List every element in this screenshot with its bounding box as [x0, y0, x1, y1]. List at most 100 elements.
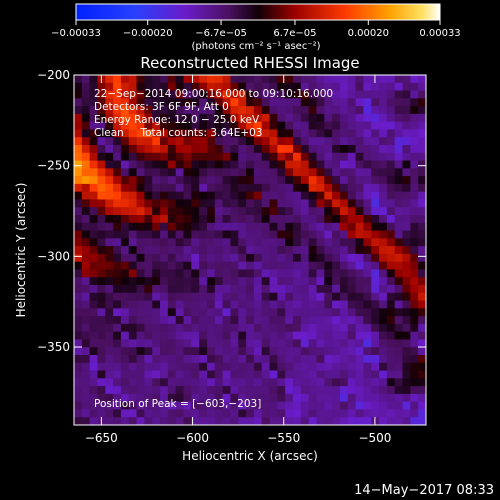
heatmap-cell: [136, 285, 145, 294]
heatmap-cell: [113, 183, 122, 192]
heatmap-cell: [371, 238, 380, 247]
heatmap-cell: [222, 285, 231, 294]
heatmap-cell: [222, 106, 231, 115]
heatmap-cell: [183, 339, 192, 348]
heatmap-cell: [402, 215, 411, 224]
heatmap-cell: [316, 316, 325, 325]
heatmap-cell: [175, 277, 184, 286]
heatmap-cell: [97, 331, 106, 340]
heatmap-cell: [339, 215, 349, 224]
heatmap-cell: [97, 316, 106, 325]
heatmap-cell: [89, 285, 98, 294]
heatmap-cell: [371, 168, 380, 177]
heatmap-cell: [269, 409, 278, 418]
heatmap-cell: [113, 300, 122, 309]
heatmap-cell: [81, 300, 90, 309]
heatmap-cell: [214, 90, 223, 99]
heatmap-cell: [394, 378, 403, 387]
heatmap-cell: [152, 362, 161, 371]
heatmap-cell: [74, 191, 83, 200]
heatmap-cell: [238, 137, 247, 146]
heatmap-cell: [191, 230, 200, 239]
heatmap-cell: [144, 417, 153, 425]
heatmap-cell: [105, 129, 114, 138]
heatmap-cell: [371, 362, 380, 371]
heatmap-cell: [277, 82, 286, 91]
heatmap-cell: [308, 207, 317, 216]
colorbar: [75, 3, 441, 21]
heatmap-cell: [191, 277, 200, 286]
heatmap-cell: [230, 222, 239, 231]
heatmap-cell: [316, 253, 325, 262]
heatmap-cell: [339, 292, 349, 301]
heatmap-cell: [324, 316, 333, 325]
heatmap-cell: [191, 246, 200, 255]
heatmap-cell: [347, 238, 356, 247]
heatmap-cell: [277, 145, 286, 154]
heatmap-cell: [238, 362, 247, 371]
heatmap-cell: [269, 222, 278, 231]
heatmap-cell: [206, 393, 216, 402]
heatmap-cell: [410, 215, 419, 224]
heatmap-cell: [246, 409, 255, 418]
heatmap-cell: [144, 160, 153, 169]
heatmap-cell: [285, 401, 294, 410]
heatmap-cell: [277, 277, 286, 286]
heatmap-cell: [206, 168, 216, 177]
heatmap-cell: [418, 292, 426, 301]
heatmap-cell: [379, 362, 388, 371]
heatmap-cell: [363, 246, 372, 255]
heatmap-cell: [300, 113, 309, 122]
heatmap-cell: [253, 401, 263, 410]
heatmap-cell: [128, 238, 137, 247]
heatmap-cell: [167, 82, 176, 91]
heatmap-cell: [238, 176, 247, 185]
heatmap-cell: [355, 269, 364, 278]
heatmap-cell: [144, 285, 153, 294]
heatmap-cell: [175, 145, 184, 154]
heatmap-cell: [128, 168, 137, 177]
heatmap-cell: [285, 145, 294, 154]
heatmap-cell: [339, 106, 349, 115]
heatmap-cell: [386, 168, 396, 177]
heatmap-cell: [222, 323, 231, 332]
heatmap-cell: [371, 183, 380, 192]
heatmap-cell: [379, 176, 388, 185]
heatmap-cell: [167, 308, 176, 317]
heatmap-cell: [402, 331, 411, 340]
heatmap-cell: [332, 98, 341, 107]
heatmap-cell: [253, 75, 263, 84]
heatmap-cell: [316, 82, 325, 91]
heatmap-cell: [89, 145, 98, 154]
heatmap-cell: [246, 137, 255, 146]
heatmap-cell: [339, 409, 349, 418]
heatmap-cell: [160, 222, 169, 231]
heatmap-cell: [246, 253, 255, 262]
heatmap-cell: [246, 355, 255, 364]
heatmap-cell: [316, 121, 325, 130]
heatmap-cell: [191, 191, 200, 200]
heatmap-cell: [160, 129, 169, 138]
heatmap-cell: [394, 199, 403, 208]
heatmap-cell: [347, 160, 356, 169]
heatmap-cell: [214, 207, 223, 216]
heatmap-cell: [199, 386, 208, 395]
heatmap-cell: [136, 269, 145, 278]
heatmap-cell: [386, 82, 396, 91]
heatmap-cell: [81, 199, 90, 208]
heatmap-cell: [332, 339, 341, 348]
heatmap-cell: [167, 207, 176, 216]
heatmap-cell: [386, 199, 396, 208]
heatmap-cell: [199, 292, 208, 301]
heatmap-cell: [167, 277, 176, 286]
heatmap-cell: [308, 355, 317, 364]
heatmap-cell: [324, 82, 333, 91]
heatmap-cell: [105, 176, 114, 185]
heatmap-cell: [222, 409, 231, 418]
heatmap-cell: [371, 378, 380, 387]
heatmap-cell: [136, 90, 145, 99]
heatmap-cell: [285, 113, 294, 122]
heatmap-cell: [238, 152, 247, 161]
heatmap-cell: [152, 401, 161, 410]
heatmap-cell: [120, 386, 130, 395]
